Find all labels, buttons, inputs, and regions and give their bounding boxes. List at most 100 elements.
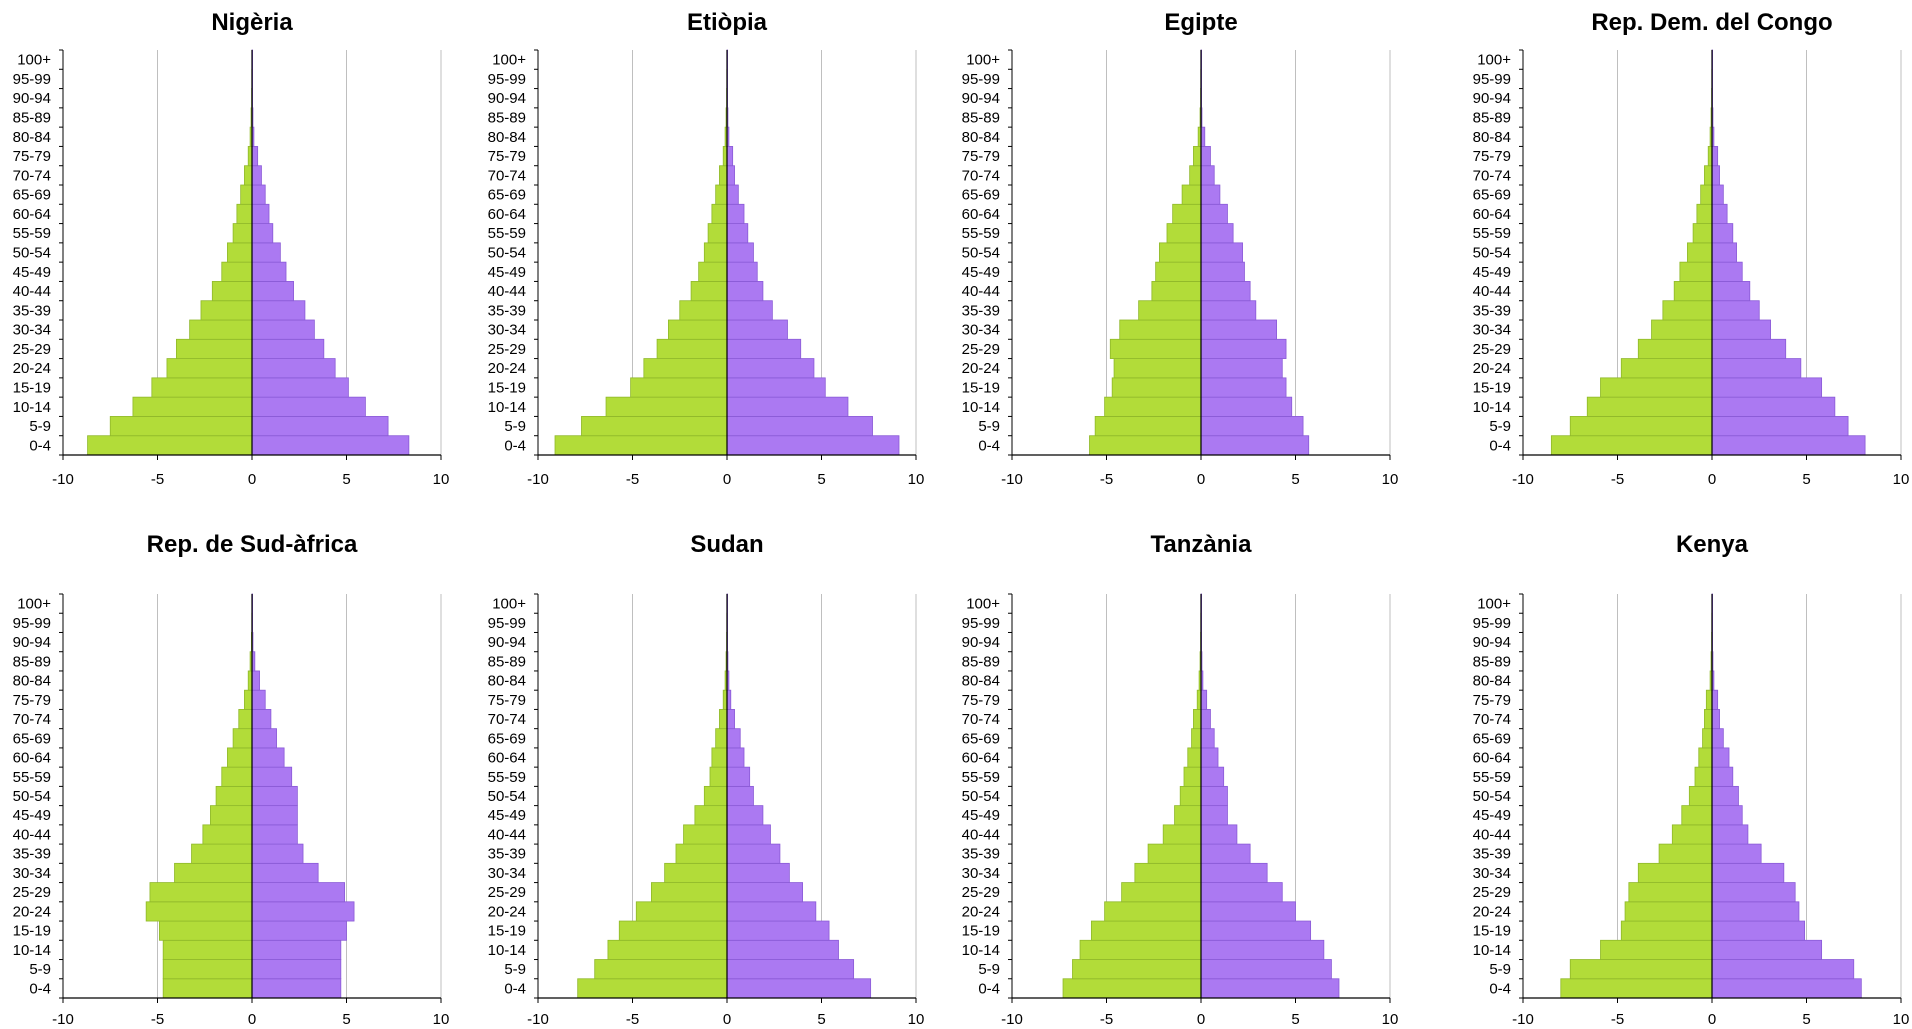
x-tick-label: -10	[527, 1011, 549, 1028]
bar-male-65-69	[1181, 184, 1202, 205]
y-tick-label: 10-14	[962, 942, 1000, 959]
bar-male-5-9	[1072, 959, 1202, 980]
y-tick-label: 35-39	[13, 302, 51, 319]
y-tick-label: 90-94	[488, 90, 526, 107]
y-tick-label: 35-39	[488, 846, 526, 863]
bar-male-60-64	[1698, 747, 1713, 768]
bar-female-20-24	[251, 358, 336, 379]
chart-title: Etiòpia	[687, 9, 768, 36]
bar-male-0-4	[162, 978, 253, 999]
x-tick-label: -5	[1100, 471, 1113, 488]
y-tick-label: 5-9	[1489, 961, 1511, 978]
bar-female-15-19	[1711, 377, 1823, 398]
y-tick-label: 10-14	[1473, 942, 1511, 959]
bar-female-35-39	[251, 300, 306, 321]
y-tick-label: 0-4	[29, 980, 51, 997]
bar-female-30-34	[251, 319, 315, 340]
bar-male-10-14	[162, 939, 253, 960]
bar-female-75-79	[1711, 146, 1719, 167]
bar-female-0-4	[726, 435, 900, 456]
x-tick-label: 10	[1893, 471, 1910, 488]
y-tick-label: 25-29	[1473, 884, 1511, 901]
bar-female-70-74	[251, 165, 262, 186]
y-tick-label: 50-54	[1473, 245, 1511, 262]
x-tick-label: 0	[1197, 1011, 1205, 1028]
x-tick-label: 10	[1382, 1011, 1399, 1028]
bar-female-40-44	[726, 824, 771, 845]
x-tick-label: 5	[817, 471, 825, 488]
y-tick-label: 0-4	[504, 437, 526, 454]
y-tick-label: 85-89	[13, 653, 51, 670]
bar-female-15-19	[251, 377, 349, 398]
bar-male-15-19	[1090, 920, 1202, 941]
y-tick-label: 25-29	[962, 341, 1000, 358]
bar-male-20-24	[1104, 901, 1202, 922]
y-tick-label: 55-59	[13, 769, 51, 786]
bar-male-0-4	[1089, 435, 1202, 456]
pyramid-chart: Rep. de Sud-àfrica 0-4 5-9 10-14 15-19 20-24 2…	[13, 531, 450, 1028]
bar-female-0-4	[1200, 435, 1310, 456]
bar-male-55-59	[232, 223, 253, 244]
bar-male-25-29	[1109, 338, 1202, 359]
y-tick-label: 45-49	[962, 807, 1000, 824]
y-tick-label: 80-84	[13, 673, 51, 690]
y-tick-label: 45-49	[488, 807, 526, 824]
bar-male-30-34	[1651, 319, 1713, 340]
bar-male-5-9	[594, 959, 728, 980]
chart-title: Rep. Dem. del Congo	[1591, 9, 1832, 36]
y-tick-label: 35-39	[13, 846, 51, 863]
bar-male-65-69	[1191, 728, 1202, 749]
y-tick-label: 80-84	[1473, 673, 1511, 690]
y-tick-label: 85-89	[1473, 653, 1511, 670]
x-tick-label: 5	[342, 1011, 350, 1028]
bar-female-15-19	[726, 920, 830, 941]
bar-female-35-39	[1200, 843, 1251, 864]
bar-female-20-24	[1711, 358, 1802, 379]
y-tick-label: 15-19	[1473, 923, 1511, 940]
bar-male-40-44	[690, 281, 728, 302]
bar-female-20-24	[726, 901, 817, 922]
bar-male-75-79	[1193, 146, 1202, 167]
y-tick-label: 15-19	[962, 380, 1000, 397]
bar-female-25-29	[1200, 338, 1287, 359]
y-tick-label: 5-9	[29, 418, 51, 435]
bar-female-55-59	[726, 766, 751, 787]
bar-female-35-39	[726, 843, 781, 864]
y-tick-label: 85-89	[1473, 110, 1511, 127]
bar-female-30-34	[726, 319, 788, 340]
y-tick-label: 85-89	[13, 110, 51, 127]
bar-male-65-69	[1702, 728, 1713, 749]
bar-male-50-54	[1179, 785, 1202, 807]
y-tick-label: 10-14	[488, 399, 526, 416]
bar-male-70-74	[719, 165, 728, 186]
bar-female-50-54	[726, 242, 754, 263]
bar-female-10-14	[1711, 939, 1823, 960]
chart-title: Tanzània	[1151, 531, 1253, 558]
bar-male-35-39	[1662, 300, 1713, 321]
y-tick-label: 100+	[1477, 52, 1511, 69]
bar-female-25-29	[251, 882, 346, 903]
bar-male-10-14	[605, 396, 728, 417]
bar-female-30-34	[1711, 319, 1771, 340]
y-tick-label: 45-49	[13, 264, 51, 281]
y-tick-label: 40-44	[1473, 283, 1511, 300]
bar-female-15-19	[1200, 920, 1312, 941]
bar-female-25-29	[1711, 882, 1796, 903]
y-tick-label: 75-79	[962, 148, 1000, 165]
y-tick-label: 65-69	[962, 187, 1000, 204]
bar-male-35-39	[200, 300, 253, 321]
bar-female-70-74	[251, 709, 272, 730]
bar-male-60-64	[227, 747, 253, 768]
bar-male-65-69	[715, 184, 728, 205]
x-tick-label: 10	[433, 1011, 450, 1028]
bar-male-45-49	[698, 261, 728, 282]
y-tick-label: 10-14	[13, 399, 51, 416]
bar-female-10-14	[1200, 396, 1293, 417]
y-tick-label: 5-9	[504, 418, 526, 435]
y-tick-label: 60-64	[13, 750, 51, 767]
y-tick-label: 15-19	[488, 380, 526, 397]
x-tick-label: 10	[433, 471, 450, 488]
y-tick-label: 65-69	[962, 730, 1000, 747]
y-tick-label: 55-59	[1473, 225, 1511, 242]
bar-male-15-19	[1620, 920, 1713, 941]
